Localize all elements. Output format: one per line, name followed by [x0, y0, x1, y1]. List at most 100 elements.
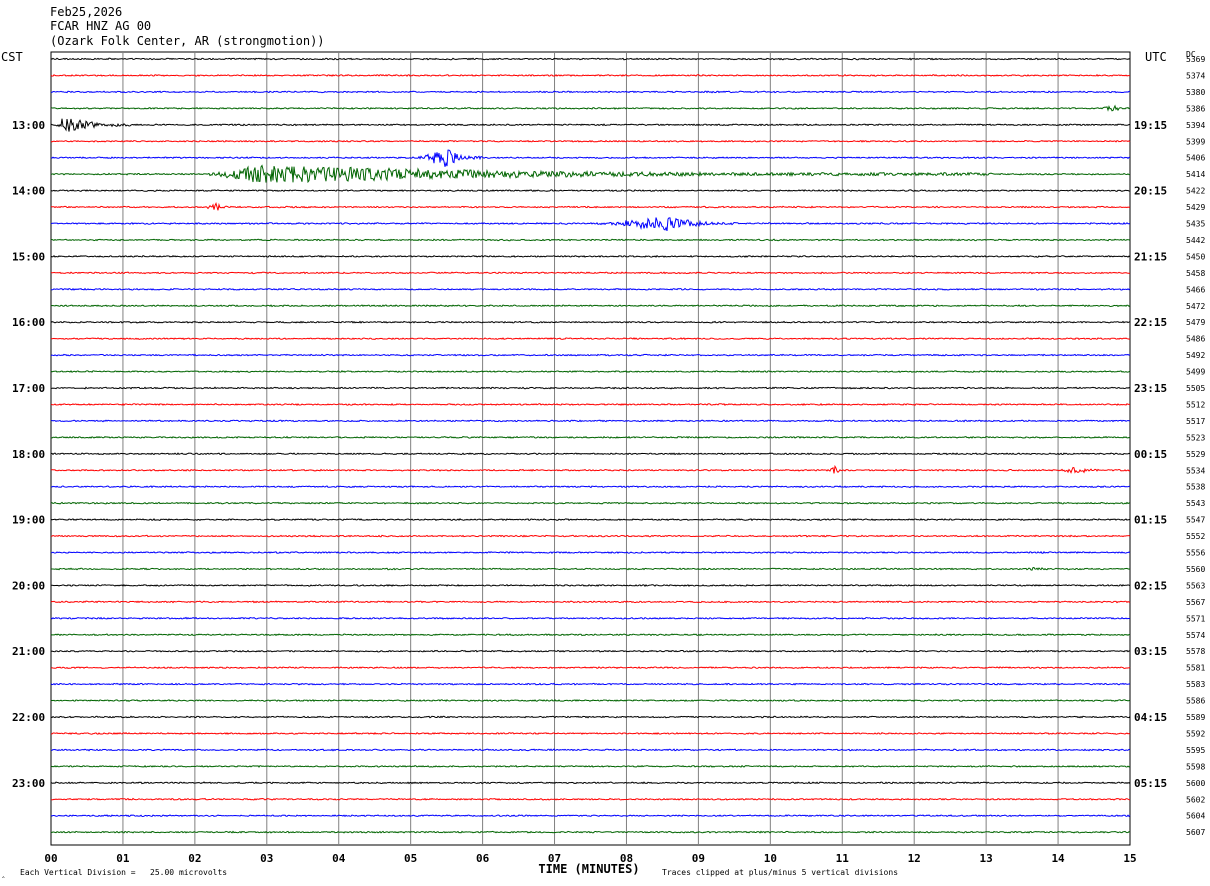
trace-row [50, 435, 1131, 439]
utc-hour-label: 21:15 [1134, 250, 1167, 263]
trace-row [50, 464, 1131, 474]
trace-row [50, 518, 1131, 522]
trace-row [50, 189, 1131, 193]
cst-hour-label: 14:00 [12, 185, 45, 198]
trace-row [50, 633, 1131, 637]
trace-row [50, 485, 1131, 489]
minute-tick-label: 09 [692, 852, 705, 865]
trace-row [50, 764, 1131, 768]
minute-tick-label: 03 [260, 852, 273, 865]
dc-offset-label: 5534 [1186, 466, 1205, 475]
cst-hour-label: 22:00 [12, 711, 45, 724]
trace-row [50, 104, 1131, 112]
dc-offset-label: 5607 [1186, 828, 1205, 837]
trace-row [50, 271, 1131, 275]
dc-offset-label: 5429 [1186, 203, 1205, 212]
dc-offset-label: 5380 [1186, 88, 1205, 97]
trace-row [51, 238, 1131, 242]
trace-row [50, 600, 1131, 604]
time-gridlines [50, 51, 1131, 846]
dc-offset-label: 5499 [1186, 368, 1205, 377]
trace-row [50, 386, 1131, 390]
trace-row [50, 715, 1131, 719]
cst-hour-labels: 13:00 14:00 15:00 16:00 17:00 18:00 19:00 20:00… [12, 119, 45, 790]
trace-row [50, 666, 1131, 670]
dc-offset-label: 5422 [1186, 187, 1205, 196]
trace-row [50, 90, 1130, 94]
cst-hour-label: 18:00 [12, 448, 45, 461]
dc-offset-label: 5374 [1186, 71, 1205, 80]
dc-offset-label: 5560 [1186, 565, 1205, 574]
utc-hour-label: 02:15 [1134, 579, 1167, 592]
dc-offset-label: 5600 [1186, 779, 1205, 788]
cst-hour-label: 20:00 [12, 579, 45, 592]
dc-offset-label: 5435 [1186, 220, 1205, 229]
trace-row [50, 149, 1131, 167]
trace-row [50, 337, 1131, 341]
dc-offset-label: 5414 [1186, 170, 1205, 179]
trace-row [50, 452, 1131, 456]
utc-hour-label: 05:15 [1134, 777, 1167, 790]
minute-tick-label: 05 [404, 852, 417, 865]
cst-hour-label: 21:00 [12, 645, 45, 658]
trace-row [50, 616, 1131, 620]
dc-offset-label: 5442 [1186, 236, 1205, 245]
dc-header-label: DC [1186, 50, 1196, 59]
dc-offset-label: 5458 [1186, 269, 1205, 278]
dc-offset-label: 5595 [1186, 746, 1205, 755]
dc-offset-label: 5581 [1186, 664, 1205, 673]
dc-offset-label: 5517 [1186, 417, 1205, 426]
cst-hour-label: 17:00 [12, 382, 45, 395]
dc-offset-label: 5538 [1186, 483, 1205, 492]
minute-tick-label: 13 [980, 852, 993, 865]
minute-tick-label: 11 [836, 852, 850, 865]
right-timezone-label: UTC [1145, 50, 1167, 64]
cst-hour-label: 16:00 [12, 316, 45, 329]
trace-row [50, 287, 1131, 291]
trace-row [50, 402, 1130, 407]
trace-row [50, 320, 1131, 324]
dc-offset-label: 5604 [1186, 812, 1205, 821]
clip-note: Traces clipped at plus/minus 5 vertical … [662, 868, 898, 877]
dc-offset-label: 5592 [1186, 729, 1205, 738]
trace-row [50, 797, 1131, 801]
trace-row [50, 254, 1131, 258]
dc-offset-label: 5602 [1186, 795, 1205, 804]
cst-hour-label: 23:00 [12, 777, 45, 790]
trace-row [50, 748, 1131, 752]
cst-hour-label: 19:00 [12, 514, 45, 527]
trace-row [50, 201, 1131, 211]
trace-row [50, 814, 1131, 818]
dc-offset-label: 5369 [1186, 55, 1205, 64]
trace-row [50, 118, 1131, 132]
scale-note: Each Vertical Division = 25.00 microvolt… [20, 868, 227, 877]
utc-hour-labels: 19:15 20:15 21:15 22:15 23:15 00:15 01:15 02:15… [1134, 119, 1167, 790]
trace-row [50, 217, 1131, 232]
dc-offset-label: 5512 [1186, 400, 1205, 409]
trace-row [50, 551, 1131, 554]
dc-offset-label: 5486 [1186, 335, 1205, 344]
dc-offset-label: 5563 [1186, 581, 1205, 590]
trace-row [50, 501, 1131, 505]
minute-tick-label: 06 [476, 852, 490, 865]
utc-hour-label: 04:15 [1134, 711, 1167, 724]
trace-row [50, 699, 1131, 703]
trace-row [50, 370, 1131, 373]
header-date: Feb25,2026 [50, 5, 122, 19]
trace-row [50, 682, 1131, 686]
trace-row [50, 353, 1131, 357]
utc-hour-label: 01:15 [1134, 514, 1167, 527]
dc-offset-label: 5552 [1186, 532, 1205, 541]
minute-tick-label: 12 [908, 852, 921, 865]
minute-tick-label: 00 [44, 852, 57, 865]
trace-row [50, 566, 1131, 571]
trace-row [50, 73, 1130, 77]
header-channel: FCAR HNZ AG 00 [50, 19, 151, 33]
utc-hour-label: 19:15 [1134, 119, 1167, 132]
utc-hour-label: 00:15 [1134, 448, 1167, 461]
dc-offset-label: 5472 [1186, 302, 1205, 311]
trace-row [50, 419, 1131, 423]
dc-offset-label: 5583 [1186, 680, 1205, 689]
trace-row [50, 649, 1131, 653]
